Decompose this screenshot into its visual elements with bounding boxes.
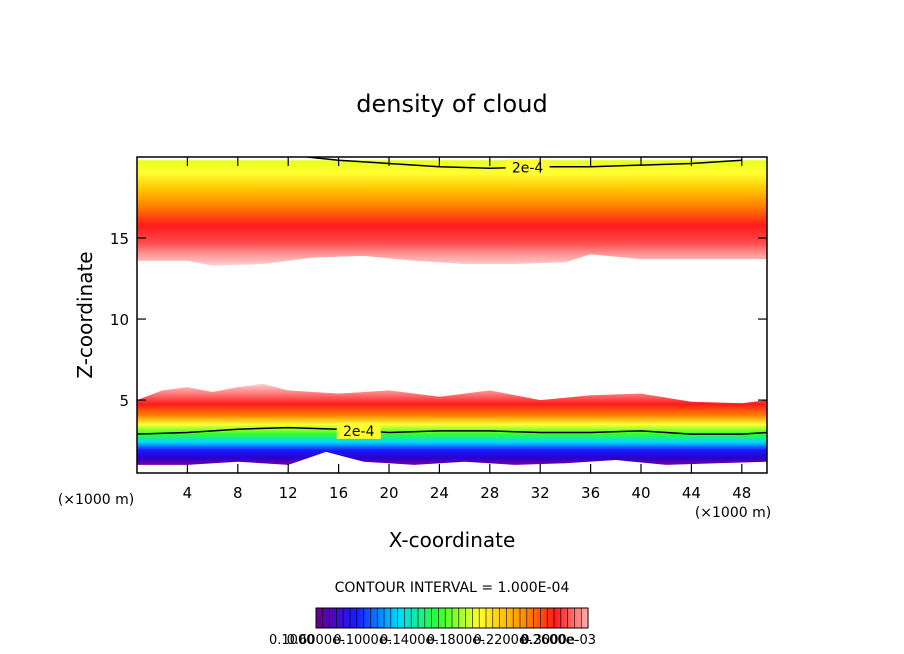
colorbar-label: 0.2200e- (473, 633, 531, 648)
x-tick-label: 12 (279, 484, 298, 502)
contour-line-lower (137, 426, 767, 435)
x-axis-label: X-coordinate (389, 528, 516, 552)
x-tick-label: 16 (329, 484, 348, 502)
colorbar-label: 0.1000e- (333, 633, 391, 648)
upper-cloud-layer (137, 160, 767, 266)
colorbar-label: 0.1800e- (427, 633, 485, 648)
colorbar-ticks (322, 608, 582, 628)
contour-label-lower: 2e-4 (343, 424, 375, 440)
plot-frame (136, 156, 768, 474)
colorbar-label: 0.1400e- (380, 633, 438, 648)
plot-area: 2e-4 2e-4 (137, 157, 767, 465)
y-axis-label: Z-coordinate (73, 251, 97, 378)
x-tick-label: 8 (233, 484, 243, 502)
x-axis-ticks: 4 8 12 16 20 24 28 32 36 40 44 48 (183, 157, 751, 502)
contour-label-upper: 2e-4 (512, 161, 544, 177)
x-tick-label: 36 (581, 484, 600, 502)
colorbar-label: 0.3000e-03 (521, 633, 596, 648)
y-tick-label: 5 (119, 392, 129, 410)
y-tick-label: 10 (110, 311, 129, 329)
x-tick-label: 32 (531, 484, 550, 502)
colorbar-label: 0.6000e- (287, 633, 345, 648)
x-tick-label: 4 (183, 484, 193, 502)
x-tick-label: 20 (379, 484, 398, 502)
contour-interval-text: CONTOUR INTERVAL = 1.000E-04 (335, 580, 570, 596)
x-tick-label: 24 (430, 484, 449, 502)
chart-title: density of cloud (356, 90, 547, 118)
x-tick-label: 40 (631, 484, 650, 502)
y-axis-ticks: 5 10 15 (110, 230, 767, 410)
colorbar-label: 0.2600e- (520, 633, 578, 648)
x-tick-label: 28 (480, 484, 499, 502)
colorbar-label: 0.1000 (269, 633, 315, 648)
x-tick-label: 48 (732, 484, 751, 502)
y-unit-label: (×1000 m) (58, 492, 134, 508)
x-unit-label: (×1000 m) (695, 505, 771, 521)
y-tick-label: 15 (110, 230, 129, 248)
lower-cloud-layer (137, 383, 767, 465)
x-tick-label: 44 (682, 484, 701, 502)
colorbar-labels: 0.10000.6000e-0.1000e-0.1400e-0.1800e-0.… (269, 633, 596, 648)
